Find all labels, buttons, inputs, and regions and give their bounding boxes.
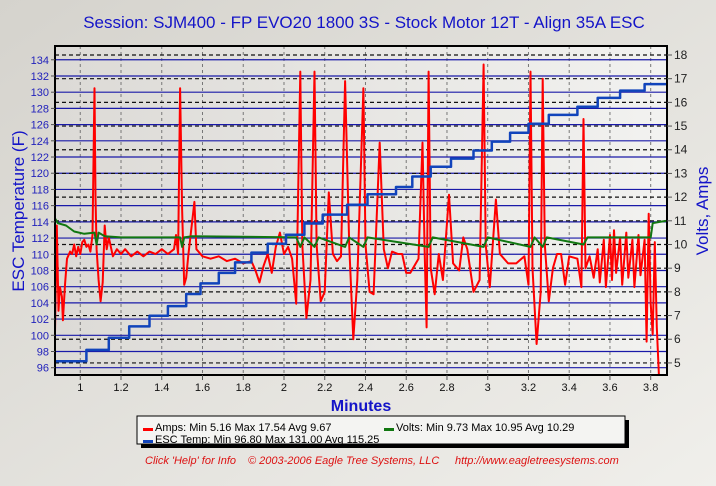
- left-tick-label: 130: [31, 87, 49, 99]
- x-tick-label: 1.4: [154, 382, 169, 394]
- right-tick-label: 8: [674, 285, 681, 299]
- x-tick-label: 3.6: [602, 382, 617, 394]
- left-tick-label: 112: [31, 233, 49, 245]
- series-line-volts: [55, 217, 667, 248]
- left-tick-label: 110: [31, 249, 49, 261]
- left-tick-label: 100: [31, 330, 49, 342]
- x-tick-label: 1.6: [195, 382, 210, 394]
- right-tick-label: 10: [674, 237, 688, 251]
- x-tick-label: 3.4: [562, 382, 577, 394]
- right-tick-label: 7: [674, 309, 681, 323]
- left-tick-label: 108: [31, 265, 49, 277]
- left-tick-label: 106: [31, 282, 49, 294]
- left-tick-label: 126: [31, 120, 49, 132]
- plot-area: [55, 46, 667, 375]
- x-tick-label: 2.2: [317, 382, 332, 394]
- right-tick-label: 5: [674, 356, 681, 370]
- left-tick-label: 120: [31, 168, 49, 180]
- plot-frame: [54, 45, 668, 376]
- right-tick-label: 9: [674, 261, 681, 275]
- x-tick-label: 3: [485, 382, 491, 394]
- footer-help: Click 'Help' for Info: [145, 455, 236, 467]
- ticks: 1 1.2 1.4 1.6 1.8 2 2.2 2.4 2.6 2.8 3 3.2 3.4 3.6 3.8 9…: [31, 48, 688, 394]
- x-tick-label: 1: [77, 382, 83, 394]
- series-group: [55, 63, 667, 375]
- left-tick-label: 128: [31, 103, 49, 115]
- right-tick-label: 13: [674, 166, 688, 180]
- x-tick-label: 2.6: [399, 382, 414, 394]
- x-tick-label: 1.2: [113, 382, 128, 394]
- right-tick-label: 18: [674, 48, 688, 62]
- series-line-amps: [55, 63, 660, 375]
- x-tick-label: 2.4: [358, 382, 373, 394]
- left-tick-label: 122: [31, 152, 49, 164]
- chart-title: Session: SJM400 - FP EVO20 1800 3S - Sto…: [83, 13, 645, 32]
- right-tick-label: 6: [674, 332, 681, 346]
- series-line-esc-temp: [55, 82, 667, 363]
- right-tick-label: 15: [674, 119, 688, 133]
- left-tick-label: 132: [31, 71, 49, 83]
- legend: Amps: Min 5.16 Max 17.54 Avg 9.67 Volts:…: [136, 415, 629, 448]
- x-tick-label: 2.8: [439, 382, 454, 394]
- left-tick-label: 124: [31, 136, 49, 148]
- legend-swatch-esc-temp: [143, 440, 153, 443]
- left-axis-label: ESC Temperature (F): [9, 130, 28, 291]
- right-tick-label: 11: [674, 214, 687, 228]
- right-axis-label: Volts, Amps: [693, 167, 712, 256]
- left-tick-label: 98: [37, 347, 49, 359]
- x-tick-label: 3.2: [521, 382, 536, 394]
- right-tick-label: 12: [674, 190, 688, 204]
- x-tick-label: 1.8: [236, 382, 251, 394]
- left-tick-label: 102: [31, 314, 49, 326]
- left-tick-label: 104: [31, 298, 49, 310]
- footer-url[interactable]: http://www.eagletreesystems.com: [455, 455, 619, 467]
- legend-entry-volts: Volts: Min 9.73 Max 10.95 Avg 10.29: [396, 422, 574, 434]
- right-tick-label: 17: [674, 72, 688, 86]
- legend-swatch-amps: [143, 428, 153, 431]
- x-tick-label: 2: [281, 382, 287, 394]
- legend-swatch-volts: [384, 428, 394, 431]
- legend-entry-esc-temp: ESC Temp: Min 96.80 Max 131.00 Avg 115.2…: [155, 434, 379, 446]
- right-tick-label: 16: [674, 95, 688, 109]
- right-tick-label: 14: [674, 143, 688, 157]
- left-tick-label: 114: [31, 217, 49, 229]
- footer-copyright: © 2003-2006 Eagle Tree Systems, LLC: [248, 455, 439, 467]
- legend-entry-amps: Amps: Min 5.16 Max 17.54 Avg 9.67: [155, 422, 332, 434]
- x-axis-label: Minutes: [331, 398, 392, 415]
- left-tick-label: 118: [31, 184, 49, 196]
- left-tick-label: 96: [37, 363, 49, 375]
- left-tick-label: 134: [31, 55, 49, 67]
- left-tick-label: 116: [31, 201, 49, 213]
- x-tick-label: 3.8: [643, 382, 658, 394]
